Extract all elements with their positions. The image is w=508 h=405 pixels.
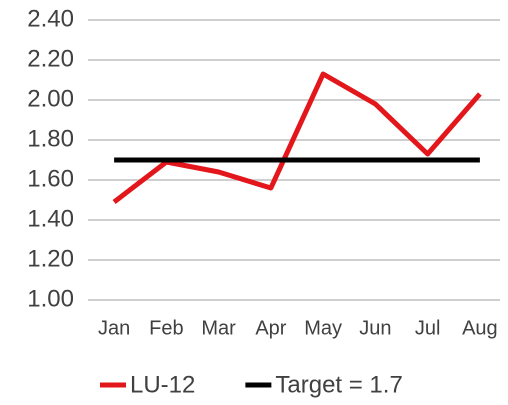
y-tick-label: 2.00: [27, 85, 74, 112]
legend-label: Target = 1.7: [275, 371, 402, 398]
y-tick-label: 2.20: [27, 45, 74, 72]
y-tick-label: 1.80: [27, 125, 74, 152]
x-tick-label: May: [304, 317, 342, 339]
y-tick-label: 1.60: [27, 165, 74, 192]
x-tick-label: Feb: [149, 317, 183, 339]
x-tick-label: Jul: [415, 317, 441, 339]
legend-label: LU-12: [130, 371, 195, 398]
x-tick-label: Aug: [462, 317, 498, 339]
series-line: [112, 71, 482, 204]
x-tick-label: Jan: [98, 317, 130, 339]
y-tick-label: 2.40: [27, 5, 74, 32]
y-tick-label: 1.00: [27, 285, 74, 312]
x-tick-label: Jun: [359, 317, 391, 339]
y-tick-label: 1.40: [27, 205, 74, 232]
y-tick-label: 1.20: [27, 245, 74, 272]
x-tick-label: Apr: [255, 317, 286, 339]
x-tick-label: Mar: [201, 317, 236, 339]
